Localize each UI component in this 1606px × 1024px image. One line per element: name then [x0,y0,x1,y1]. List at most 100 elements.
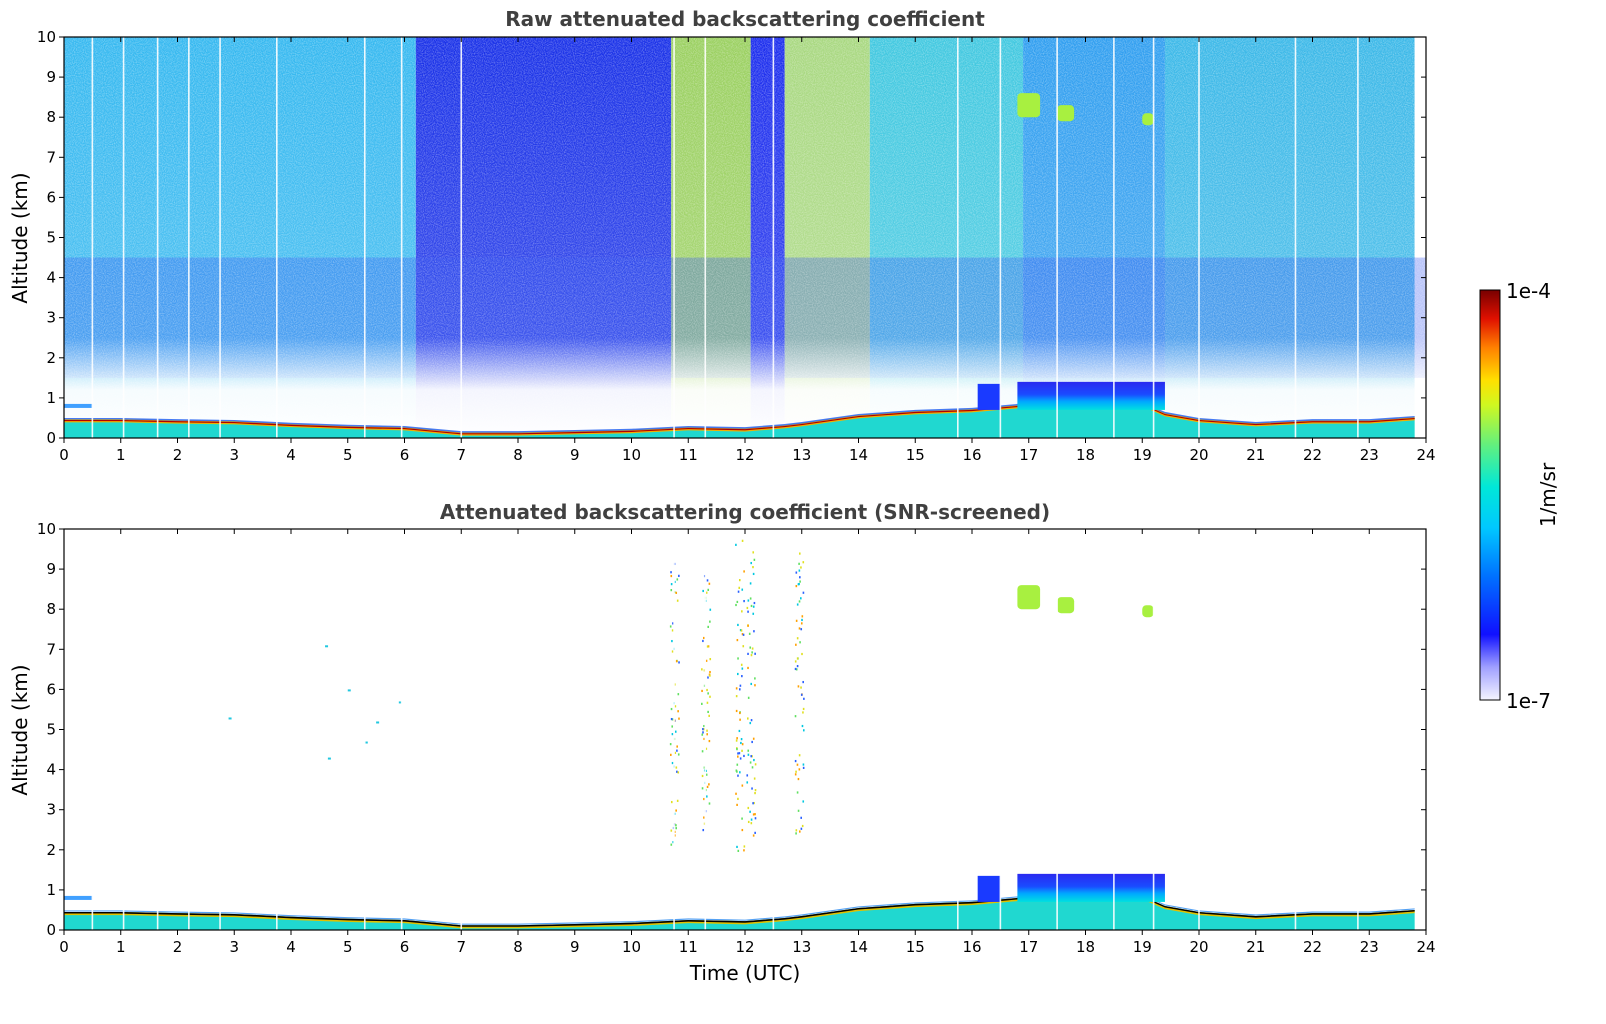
signal-speck [669,743,672,746]
raw-small-cloud [977,383,1001,410]
signal-speck [703,737,705,741]
signal-speck [801,824,804,828]
x-tick-label: 3 [229,446,239,464]
signal-speck [752,813,755,816]
signal-speck [707,692,709,695]
signal-speck [701,733,704,736]
raw-cirrus-patch [1142,113,1154,126]
signal-speck [752,572,755,576]
colorbar: 1e-4 1e-7 1/m/sr [1479,279,1560,713]
x-tick-label: 14 [849,938,868,956]
signal-speck [709,620,711,623]
x-tick-label: 20 [1189,938,1208,956]
signal-speck [754,817,757,820]
x-tick-label: 3 [229,938,239,956]
snr-x-ticks: 0 1 2 3 4 5 6 7 8 9 10 11 12 13 14 15 16 17 18 19 20 21 22 23 24 [59,529,1436,956]
signal-speck [740,663,743,666]
y-tick-label: 1 [46,389,56,407]
signal-speck [735,709,738,713]
signal-speck [736,803,738,806]
signal-speck [750,822,753,825]
signal-speck [747,753,750,756]
snr-y-ticks: 0 1 2 3 4 5 6 7 8 9 10 [37,520,1426,939]
signal-speck [796,637,799,640]
signal-speck [708,783,710,786]
signal-speck [754,831,756,834]
signal-speck [735,792,737,795]
x-tick-label: 17 [1019,446,1038,464]
signal-speck [747,749,750,752]
signal-speck [702,728,705,731]
signal-speck [740,741,742,745]
snr-small-cloud [977,875,1001,902]
x-tick-label: 23 [1360,938,1379,956]
x-tick-label: 21 [1246,446,1265,464]
x-tick-label: 6 [400,446,410,464]
signal-speck [737,755,739,758]
signal-speck [747,610,749,613]
x-tick-label: 17 [1019,938,1038,956]
signal-speck [802,766,805,769]
y-tick-label: 2 [46,349,56,367]
raw-clouds [64,93,1165,410]
signal-speck [798,600,801,603]
snr-cirrus-patch [1142,605,1154,618]
signal-speck [706,785,709,789]
signal-speck [676,749,678,752]
signal-speck [746,606,749,610]
y-tick-label: 1 [46,881,56,899]
signal-speck [753,758,755,762]
signal-speck [801,615,804,618]
signal-speck [749,646,752,649]
signal-speck [702,828,705,832]
signal-speck [751,755,753,758]
signal-speck [376,721,380,724]
signal-speck [675,827,678,830]
colorbar-min-label: 1e-7 [1506,689,1551,713]
signal-speck [740,629,743,632]
signal-speck [795,770,797,773]
signal-speck [750,654,753,657]
x-tick-label: 20 [1189,446,1208,464]
snr-background [64,529,1426,930]
raw-cirrus-patch [1057,105,1075,122]
signal-speck [676,578,679,581]
signal-speck [676,799,679,802]
signal-speck [754,789,757,792]
signal-speck [747,666,749,670]
x-tick-label: 8 [513,446,523,464]
signal-speck [801,618,803,622]
raw-y-label: Altitude (km) [8,172,32,303]
signal-speck [702,728,704,731]
snr-clouds [64,585,1165,902]
x-tick-label: 23 [1360,446,1379,464]
signal-speck [671,650,674,653]
x-tick-label: 5 [343,446,353,464]
signal-speck [702,639,704,643]
signal-speck [670,707,673,711]
signal-speck [701,787,704,790]
signal-speck [701,668,703,671]
signal-speck [752,612,755,615]
signal-speck [677,710,679,713]
signal-speck [670,583,673,586]
signal-speck [798,562,800,565]
x-tick-label: 15 [906,938,925,956]
signal-speck [798,569,801,572]
signal-speck [677,771,680,774]
signal-speck [752,802,754,805]
signal-speck [706,733,708,736]
signal-speck [798,830,801,833]
signal-speck [749,597,752,600]
signal-speck [678,574,680,577]
signal-speck [743,849,745,852]
signal-speck [747,820,750,824]
signal-speck [702,731,704,734]
signal-speck [751,766,754,769]
signal-speck [796,791,799,794]
signal-speck [705,747,708,750]
signal-speck [675,660,678,663]
signal-speck [800,827,803,830]
signal-speck [705,659,708,662]
signal-speck [746,774,749,777]
